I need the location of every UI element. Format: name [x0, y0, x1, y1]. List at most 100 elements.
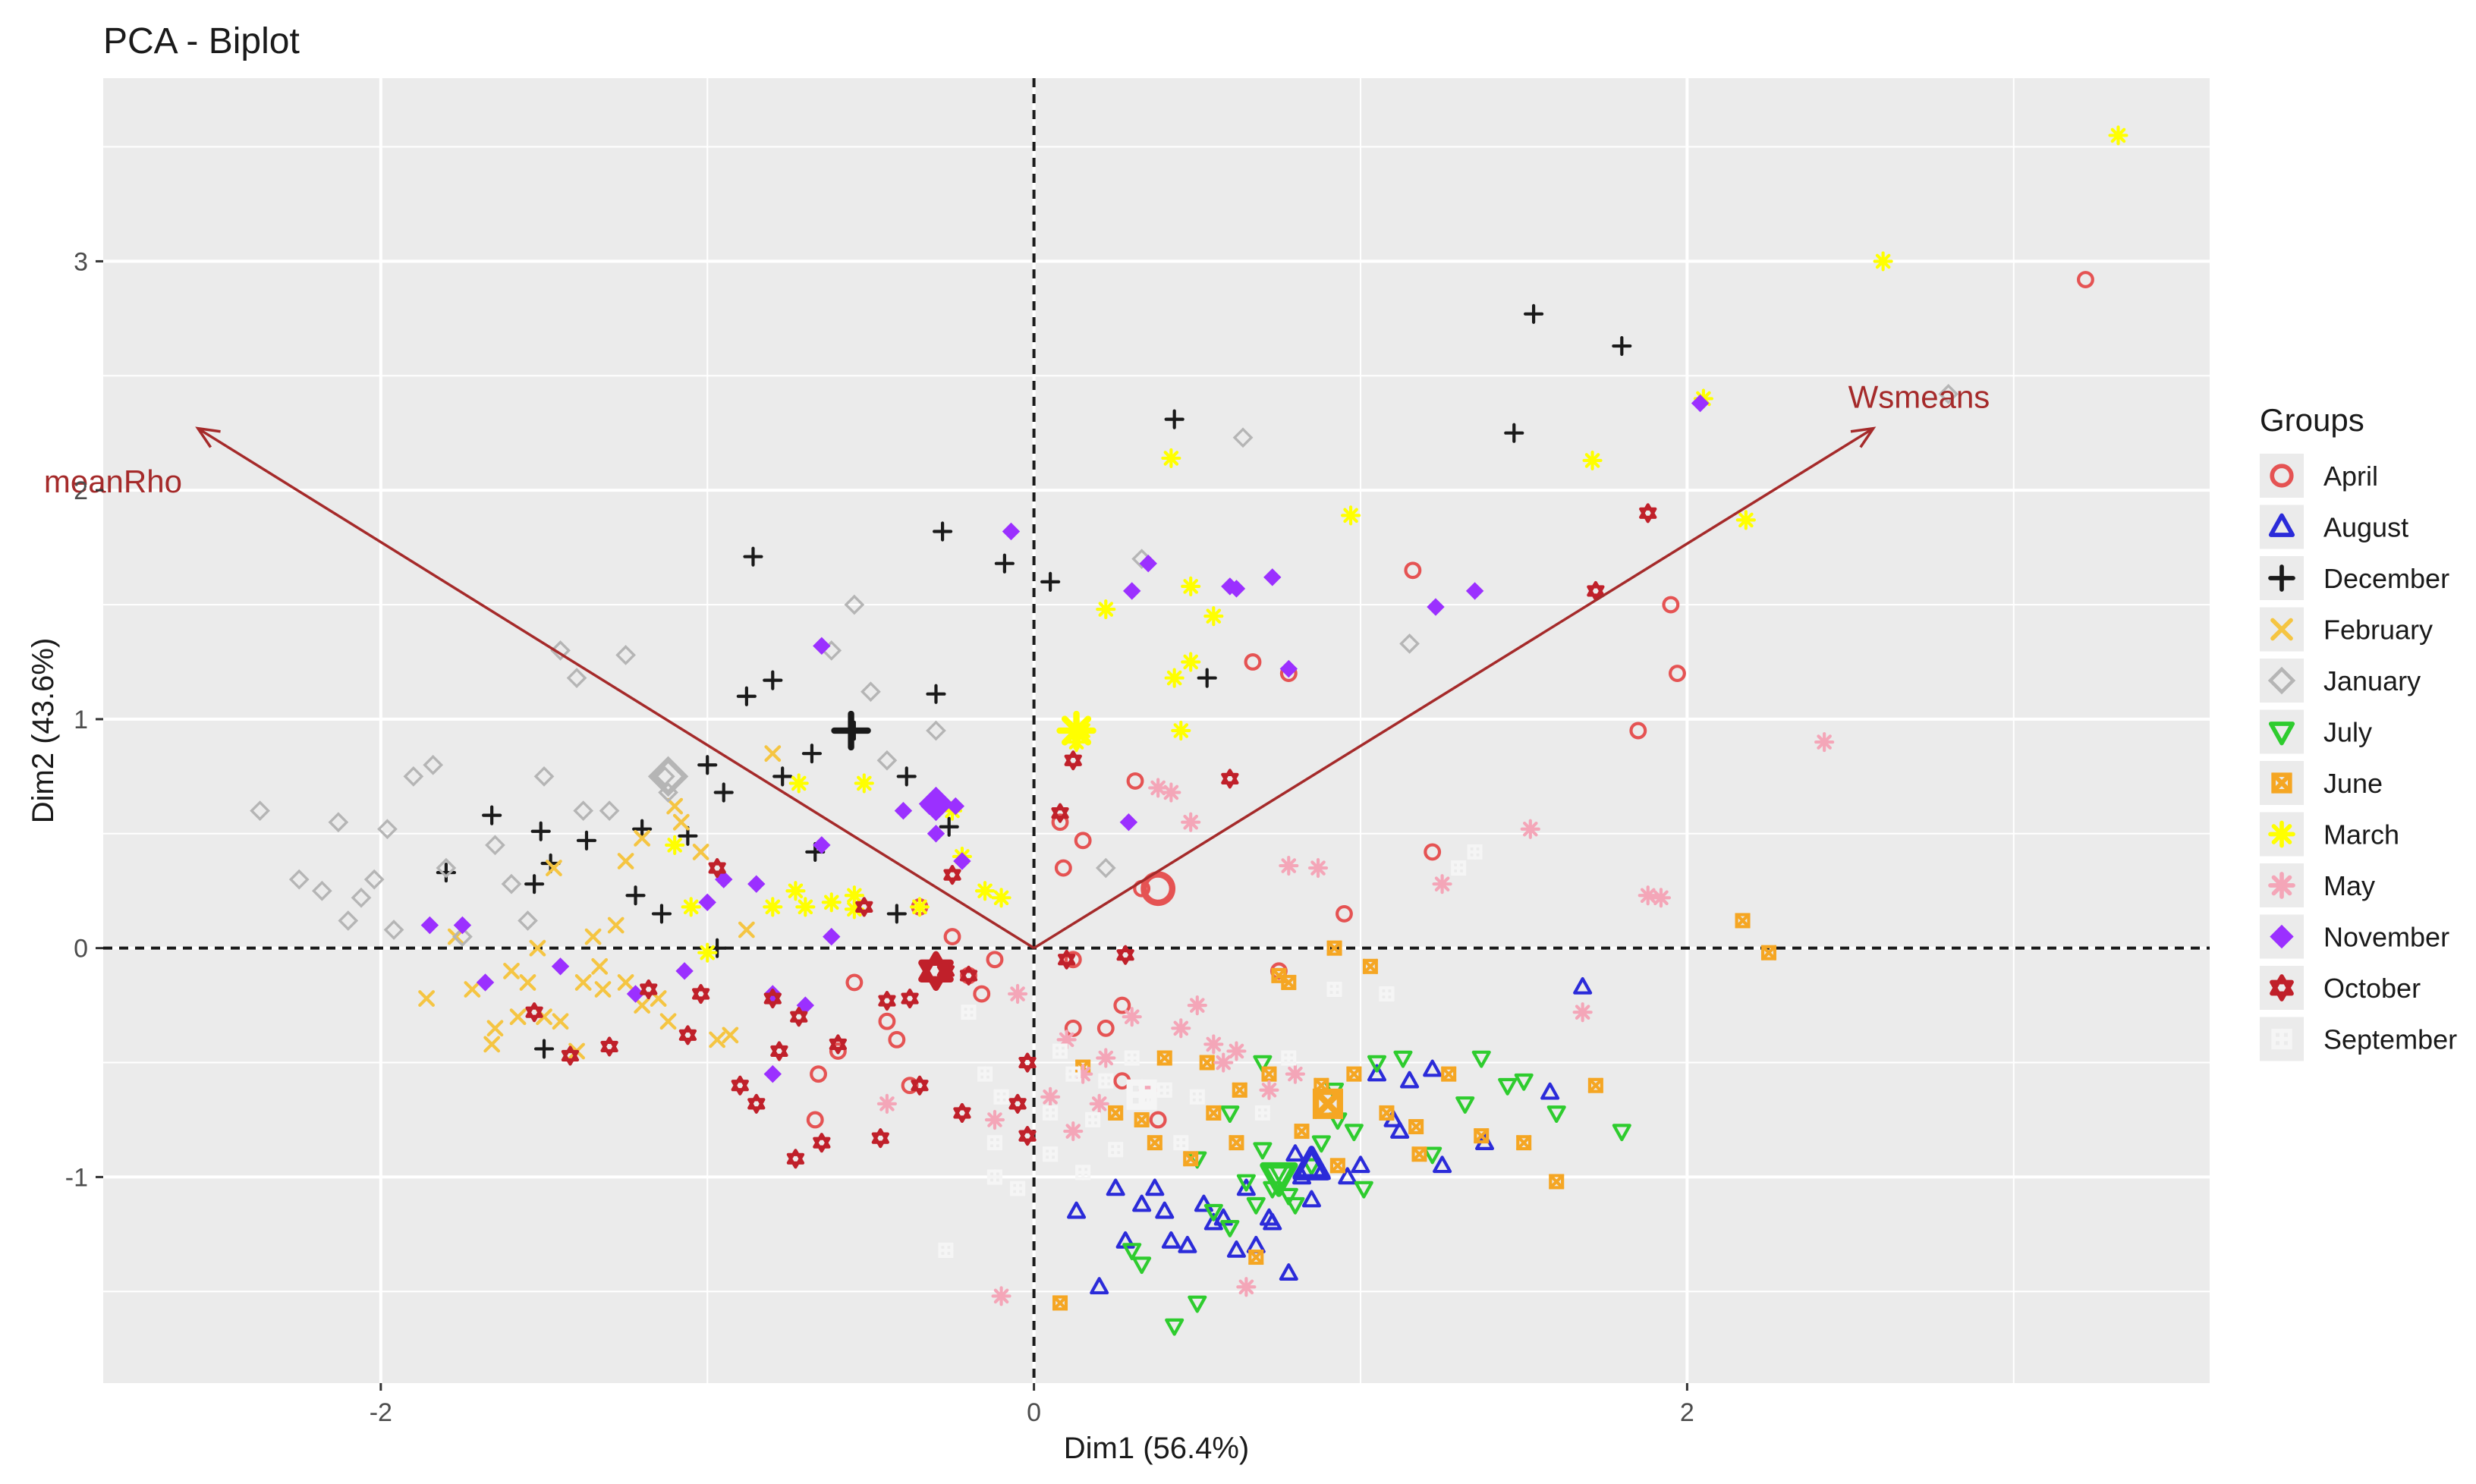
point-april [1336, 904, 1353, 923]
point-august [1194, 1194, 1213, 1212]
point-july [1367, 1055, 1387, 1073]
legend-item-july: July [2260, 709, 2372, 754]
mean-point-september [1126, 1079, 1157, 1110]
point-july [1514, 1073, 1534, 1091]
point-january [1938, 384, 1959, 404]
point-august [1423, 1059, 1442, 1077]
point-october [525, 1002, 543, 1023]
point-june [1408, 1119, 1424, 1135]
point-january [844, 594, 865, 615]
point-september [1254, 1105, 1270, 1121]
data-points [250, 125, 2128, 1336]
point-january [615, 645, 636, 665]
point-march [909, 897, 930, 917]
point-december [632, 819, 653, 839]
series-february [418, 745, 782, 1060]
point-june [1052, 1295, 1068, 1311]
point-january [566, 668, 587, 688]
point-april [1404, 561, 1422, 580]
point-november [1119, 813, 1138, 832]
point-july [1253, 1055, 1273, 1073]
point-january [876, 750, 898, 771]
point-august [1573, 976, 1593, 995]
point-may [1203, 1034, 1224, 1055]
point-august [1067, 1201, 1087, 1219]
point-february [692, 844, 709, 860]
point-april [845, 973, 864, 992]
point-may [1285, 1064, 1306, 1084]
point-march [1164, 668, 1185, 688]
point-december [576, 830, 597, 850]
legend-key-background [2260, 454, 2304, 498]
legend: Groups April August December February Januar… [2260, 402, 2457, 1061]
point-august [1145, 1178, 1165, 1196]
point-august [1090, 1277, 1109, 1295]
mean-point-june [1312, 1088, 1343, 1119]
point-may [1040, 1086, 1061, 1107]
point-june [1248, 1250, 1264, 1265]
point-july [1253, 1142, 1273, 1160]
point-december [533, 1039, 555, 1059]
point-july [1471, 1050, 1491, 1068]
point-november [813, 836, 831, 854]
y-tick-label: 0 [74, 935, 88, 964]
point-february [519, 974, 536, 991]
point-may [1814, 731, 1835, 753]
legend-label: July [2323, 717, 2372, 748]
point-august [1279, 1263, 1298, 1281]
point-november [453, 916, 472, 935]
point-july [1165, 1318, 1185, 1336]
point-march [788, 773, 809, 794]
point-december [933, 521, 953, 542]
point-january [328, 812, 349, 833]
point-october [1587, 580, 1605, 602]
point-january [377, 819, 398, 840]
point-april [888, 1030, 906, 1049]
mean-point-july [1260, 1162, 1298, 1197]
point-october [871, 1128, 889, 1149]
point-october [1116, 945, 1134, 965]
point-january [573, 800, 594, 821]
point-august [1203, 1212, 1223, 1231]
point-november [675, 962, 694, 980]
point-december [736, 686, 757, 706]
point-october [790, 1007, 808, 1027]
point-july [1344, 1124, 1364, 1142]
point-october [640, 979, 658, 1000]
point-november [1691, 394, 1710, 413]
point-april [986, 951, 1004, 969]
legend-symbol-april [2270, 464, 2294, 488]
point-august [1132, 1194, 1152, 1212]
point-september [961, 1005, 977, 1020]
point-january [501, 873, 522, 894]
point-july [1393, 1050, 1413, 1068]
series-may [876, 731, 1835, 1306]
point-june [1206, 1105, 1222, 1121]
point-may [1226, 1041, 1247, 1061]
legend-title: Groups [2260, 402, 2364, 438]
point-october [813, 1133, 831, 1153]
point-september [977, 1066, 993, 1082]
mean-point-january [647, 756, 689, 797]
point-august [1226, 1240, 1246, 1258]
point-august [1178, 1235, 1197, 1253]
x-tick-label: 0 [1027, 1398, 1041, 1427]
point-february [483, 1036, 501, 1053]
point-july [1279, 1187, 1298, 1206]
point-april [973, 985, 991, 1003]
point-december [1524, 303, 1544, 324]
point-july [1132, 1256, 1152, 1275]
series-january [250, 384, 1959, 947]
point-november [420, 916, 439, 935]
point-april [1629, 722, 1647, 740]
point-october [829, 1034, 848, 1055]
mean-point-march [1056, 710, 1096, 751]
point-december [896, 766, 917, 787]
point-june [1346, 1066, 1362, 1082]
point-june [1134, 1111, 1150, 1127]
point-november [894, 801, 913, 820]
point-august [1301, 1190, 1321, 1208]
point-september [1451, 860, 1467, 876]
point-january [436, 857, 457, 879]
point-february [447, 928, 464, 945]
